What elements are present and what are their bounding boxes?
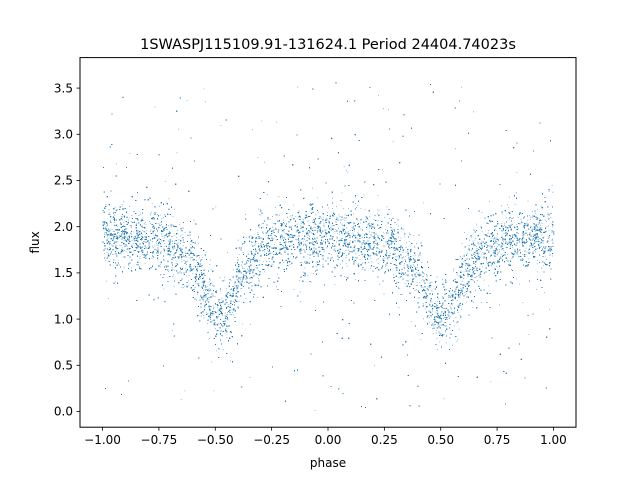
x-tick-label: −0.50 [197, 433, 234, 447]
y-tick-label: 3.0 [54, 127, 73, 141]
x-tick-label: −0.25 [253, 433, 290, 447]
x-tick-label: 0.25 [371, 433, 398, 447]
y-tick-label: 0.5 [54, 358, 73, 372]
x-tick-label: 1.00 [540, 433, 567, 447]
x-tick-label: −0.75 [141, 433, 178, 447]
x-axis: −1.00 −0.75 −0.50 −0.25 0.00 0.25 0.50 0.75 1.00 [84, 427, 567, 447]
y-tick-label: 1.5 [54, 266, 73, 280]
y-axis: 0.0 0.5 1.0 1.5 2.0 2.5 3.0 3.5 [54, 81, 80, 419]
x-tick-label: 0.50 [427, 433, 454, 447]
scatter-point-group [102, 82, 555, 408]
y-tick-label: 0.0 [54, 405, 73, 419]
y-tick-label: 3.5 [54, 81, 73, 95]
y-tick-label: 1.0 [54, 312, 73, 326]
y-axis-label: flux [28, 231, 42, 253]
scatter-points [102, 82, 555, 411]
y-tick-label: 2.5 [54, 174, 73, 188]
x-tick-label: −1.00 [84, 433, 121, 447]
chart-title: 1SWASPJ115109.91-131624.1 Period 24404.7… [140, 37, 516, 53]
y-tick-label: 2.0 [54, 220, 73, 234]
x-tick-label: 0.00 [315, 433, 342, 447]
x-axis-label: phase [310, 456, 346, 470]
x-tick-label: 0.75 [484, 433, 511, 447]
